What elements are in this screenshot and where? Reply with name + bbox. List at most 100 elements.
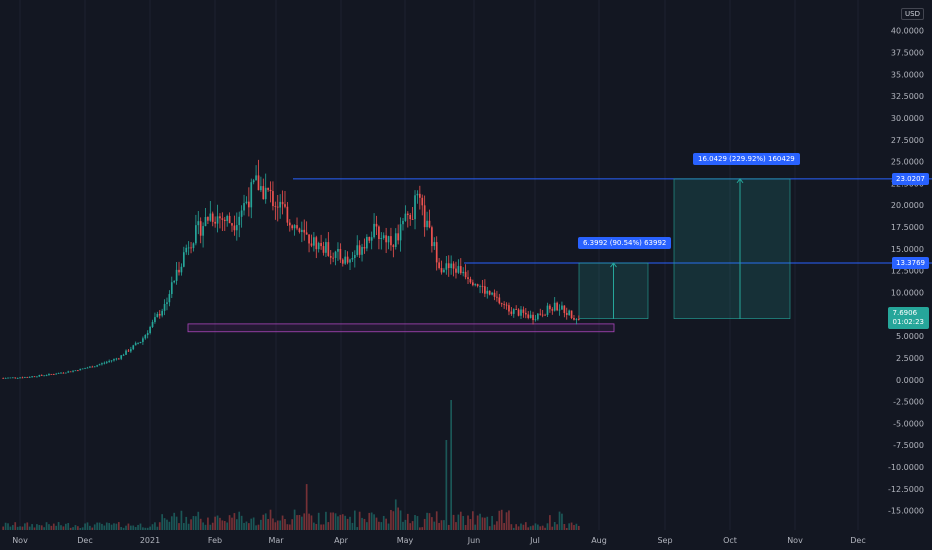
volume-bar — [178, 523, 180, 530]
candle-body — [43, 375, 45, 377]
x-tick-label: Jun — [467, 536, 481, 545]
y-tick-label: 35.0000 — [891, 70, 924, 79]
candle-body — [62, 372, 65, 374]
candle-body — [28, 377, 31, 378]
volume-bar — [226, 522, 229, 530]
volume-bar — [79, 527, 82, 530]
candle-body — [250, 182, 253, 208]
x-tick-label: Mar — [268, 536, 284, 545]
candle-body — [300, 229, 303, 232]
volume-bar — [524, 522, 527, 530]
candle-body — [394, 233, 397, 247]
volume-bar — [279, 520, 282, 530]
volume-bar — [89, 525, 91, 530]
candle-body — [180, 266, 183, 273]
volume-bar — [72, 527, 74, 530]
candle-body — [455, 268, 457, 273]
volume-bar — [26, 522, 29, 530]
y-tick-label: 15.0000 — [891, 245, 924, 254]
volume-bar — [62, 526, 65, 530]
candle-body — [553, 302, 556, 311]
volume-bar — [503, 523, 505, 530]
volume-bar — [392, 511, 395, 530]
candle-body — [204, 217, 207, 227]
volume-bar — [459, 511, 462, 530]
candle-body — [45, 375, 48, 376]
volume-bar — [281, 515, 284, 530]
candle-body — [14, 377, 17, 379]
volume-bar — [496, 521, 498, 530]
candle-body — [447, 263, 450, 269]
volume-bar — [558, 511, 561, 530]
candle-body — [527, 314, 530, 318]
candle-body — [368, 236, 371, 241]
y-tick-label: 0.0000 — [896, 376, 924, 385]
volume-bar — [166, 519, 168, 530]
volume-bar — [151, 524, 154, 530]
candle-body — [339, 248, 342, 260]
candle-body — [267, 187, 269, 190]
candle-body — [556, 302, 558, 311]
support-zone — [187, 323, 615, 333]
volume-bar — [235, 519, 238, 530]
candle-body — [488, 290, 491, 295]
candle-body — [84, 368, 86, 369]
y-tick-label: 5.0000 — [896, 332, 924, 341]
candle-body — [248, 201, 250, 208]
candle-body — [168, 294, 171, 303]
candle-body — [435, 242, 438, 263]
volume-bar — [440, 520, 443, 530]
volume-bar — [397, 507, 400, 530]
volume-bar — [469, 519, 472, 530]
volume-bar — [81, 527, 84, 530]
candle-body — [178, 269, 180, 273]
candle-body — [459, 266, 462, 274]
x-tick-label: Feb — [208, 536, 222, 545]
candle-body — [320, 243, 322, 247]
volume-bar — [105, 522, 108, 530]
volume-bar — [573, 525, 575, 530]
volume-bar — [48, 524, 50, 530]
volume-bar — [361, 517, 363, 530]
volume-bar — [358, 511, 361, 530]
candle-body — [187, 247, 190, 249]
volume-bar — [214, 516, 216, 530]
candle-body — [366, 236, 368, 249]
volume-bar — [168, 521, 171, 530]
volume-bar — [546, 523, 549, 530]
y-tick-label: 30.0000 — [891, 114, 924, 123]
candle-body — [353, 255, 356, 258]
candle-body — [529, 314, 532, 318]
candle-body — [474, 284, 477, 286]
volume-bar — [491, 516, 493, 530]
current-price: 7.6906 — [892, 308, 918, 317]
volume-bar — [202, 522, 204, 530]
volume-bar — [260, 519, 262, 530]
volume-bar — [137, 524, 139, 530]
volume-bar — [101, 523, 103, 530]
candle-body — [522, 309, 525, 313]
candle-body — [476, 284, 479, 287]
candle-body — [577, 319, 580, 320]
candle-body — [481, 286, 484, 287]
candle-body — [505, 304, 508, 306]
candle-body — [245, 201, 248, 204]
candle-body — [500, 303, 503, 305]
candle-body — [74, 370, 77, 372]
candle-body — [406, 213, 409, 216]
volume-bar — [293, 509, 296, 530]
candle-body — [50, 373, 53, 375]
candle-body — [433, 242, 436, 247]
candle-body — [438, 262, 440, 269]
candle-body — [486, 290, 489, 294]
volume-bar — [291, 519, 294, 530]
volume-bar — [115, 523, 118, 530]
volume-bar — [204, 524, 207, 530]
volume-bar — [522, 524, 525, 530]
volume-bar — [428, 513, 431, 530]
volume-bar — [233, 513, 236, 530]
candle-body — [173, 280, 176, 283]
candle-body — [327, 242, 330, 256]
volume-bar — [216, 515, 219, 530]
